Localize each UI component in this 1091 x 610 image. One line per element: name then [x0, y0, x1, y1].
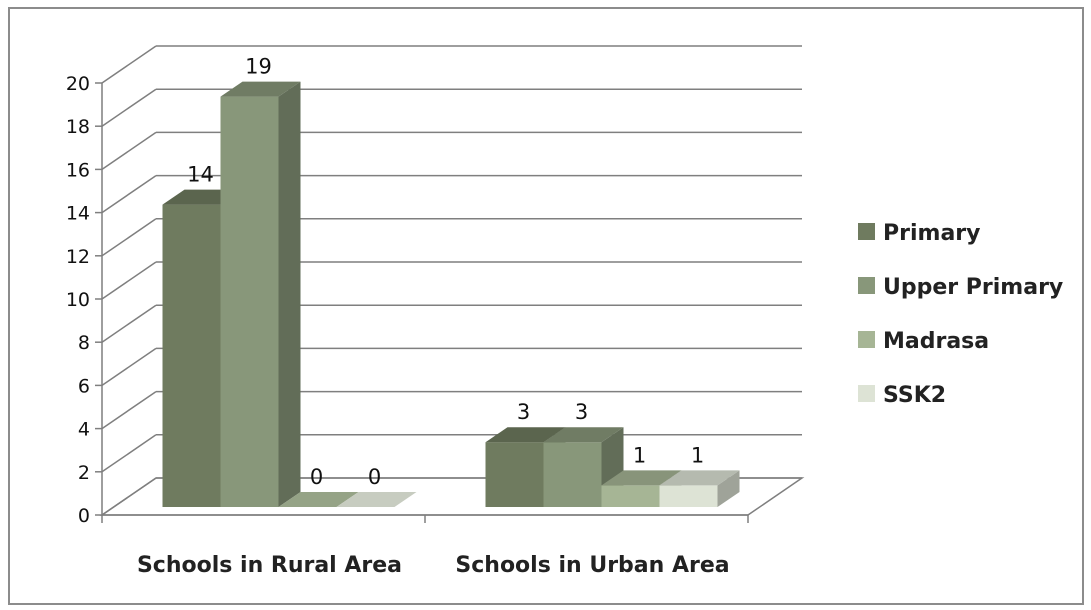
- gridline-diagonal: [101, 477, 157, 516]
- gridline-diagonal: [101, 434, 157, 473]
- y-tick-label: 20: [66, 73, 90, 95]
- data-label: 1: [691, 443, 704, 467]
- data-label: 19: [245, 55, 272, 79]
- gridline-diagonal: [101, 304, 157, 343]
- gridline-diagonal: [101, 218, 157, 257]
- bar-madrasa-rural: [278, 492, 359, 507]
- category-labels: Schools in Rural Area Schools in Urban Ar…: [137, 553, 730, 578]
- bar-ssk2-urban: [659, 470, 740, 507]
- y-tick-label: 10: [66, 289, 90, 311]
- category-label: Schools in Urban Area: [455, 553, 729, 578]
- gridline-diagonal: [101, 45, 157, 84]
- y-tick-label: 14: [66, 203, 90, 225]
- data-label: 14: [187, 163, 214, 187]
- y-tick-label: 16: [66, 159, 90, 181]
- gridline-diagonal: [101, 261, 157, 300]
- y-tick-label: 4: [78, 419, 90, 441]
- data-label: 3: [517, 400, 530, 424]
- bar-top: [220, 81, 301, 97]
- bar-chart: 0 2 4 6 8 10 12 14 16 18 20 14 19 0 0 3 3 1 1 Schools in …: [66, 45, 1063, 578]
- bar-front: [601, 485, 660, 507]
- legend-swatch: [858, 331, 875, 348]
- bar-top: [278, 492, 359, 507]
- y-tick-label: 8: [78, 332, 90, 354]
- axes: [95, 82, 749, 523]
- legend-label: SSK2: [883, 383, 946, 408]
- data-label: 0: [368, 465, 381, 489]
- y-tick-label: 2: [78, 462, 90, 484]
- legend-swatch: [858, 277, 875, 294]
- bar-ssk2-rural: [336, 492, 417, 507]
- legend: Primary Upper Primary Madrasa SSK2: [858, 221, 1063, 408]
- data-label: 0: [310, 465, 323, 489]
- bar-side: [278, 81, 301, 507]
- y-tick-label: 12: [66, 246, 90, 268]
- gridline-diagonal: [101, 390, 157, 430]
- gridline-diagonal: [101, 88, 157, 127]
- gridline-diagonal: [101, 131, 157, 171]
- chart-frame: 0 2 4 6 8 10 12 14 16 18 20 14 19 0 0 3 3 1 1 Schools in …: [8, 7, 1084, 605]
- legend-swatch: [858, 385, 875, 402]
- bar-top: [659, 470, 740, 486]
- bar-side: [717, 470, 740, 507]
- bar-upper-primary-rural: [220, 81, 301, 507]
- bar-front: [220, 96, 279, 507]
- y-tick-label: 6: [78, 375, 90, 397]
- legend-label: Upper Primary: [883, 275, 1063, 300]
- legend-label: Primary: [883, 221, 980, 246]
- bar-front: [485, 442, 544, 507]
- legend-swatch: [858, 223, 875, 240]
- bar-front: [659, 485, 718, 507]
- bar-front: [543, 442, 602, 507]
- bar-top: [485, 427, 566, 443]
- legend-label: Madrasa: [883, 329, 989, 354]
- y-axis-ticks: 0 2 4 6 8 10 12 14 16 18 20: [66, 73, 90, 527]
- bar-front: [162, 204, 221, 507]
- bars: [162, 81, 740, 507]
- data-label: 3: [575, 400, 588, 424]
- data-label: 1: [633, 443, 646, 467]
- category-label: Schools in Rural Area: [137, 553, 402, 578]
- gridline-diagonal: [101, 347, 157, 387]
- bar-top: [543, 427, 624, 443]
- bar-top: [336, 492, 417, 507]
- bar-top: [601, 470, 682, 486]
- gridline-diagonal: [101, 174, 157, 214]
- y-tick-label: 0: [78, 505, 90, 527]
- data-labels: 14 19 0 0 3 3 1 1: [187, 55, 704, 489]
- y-tick-label: 18: [66, 116, 90, 138]
